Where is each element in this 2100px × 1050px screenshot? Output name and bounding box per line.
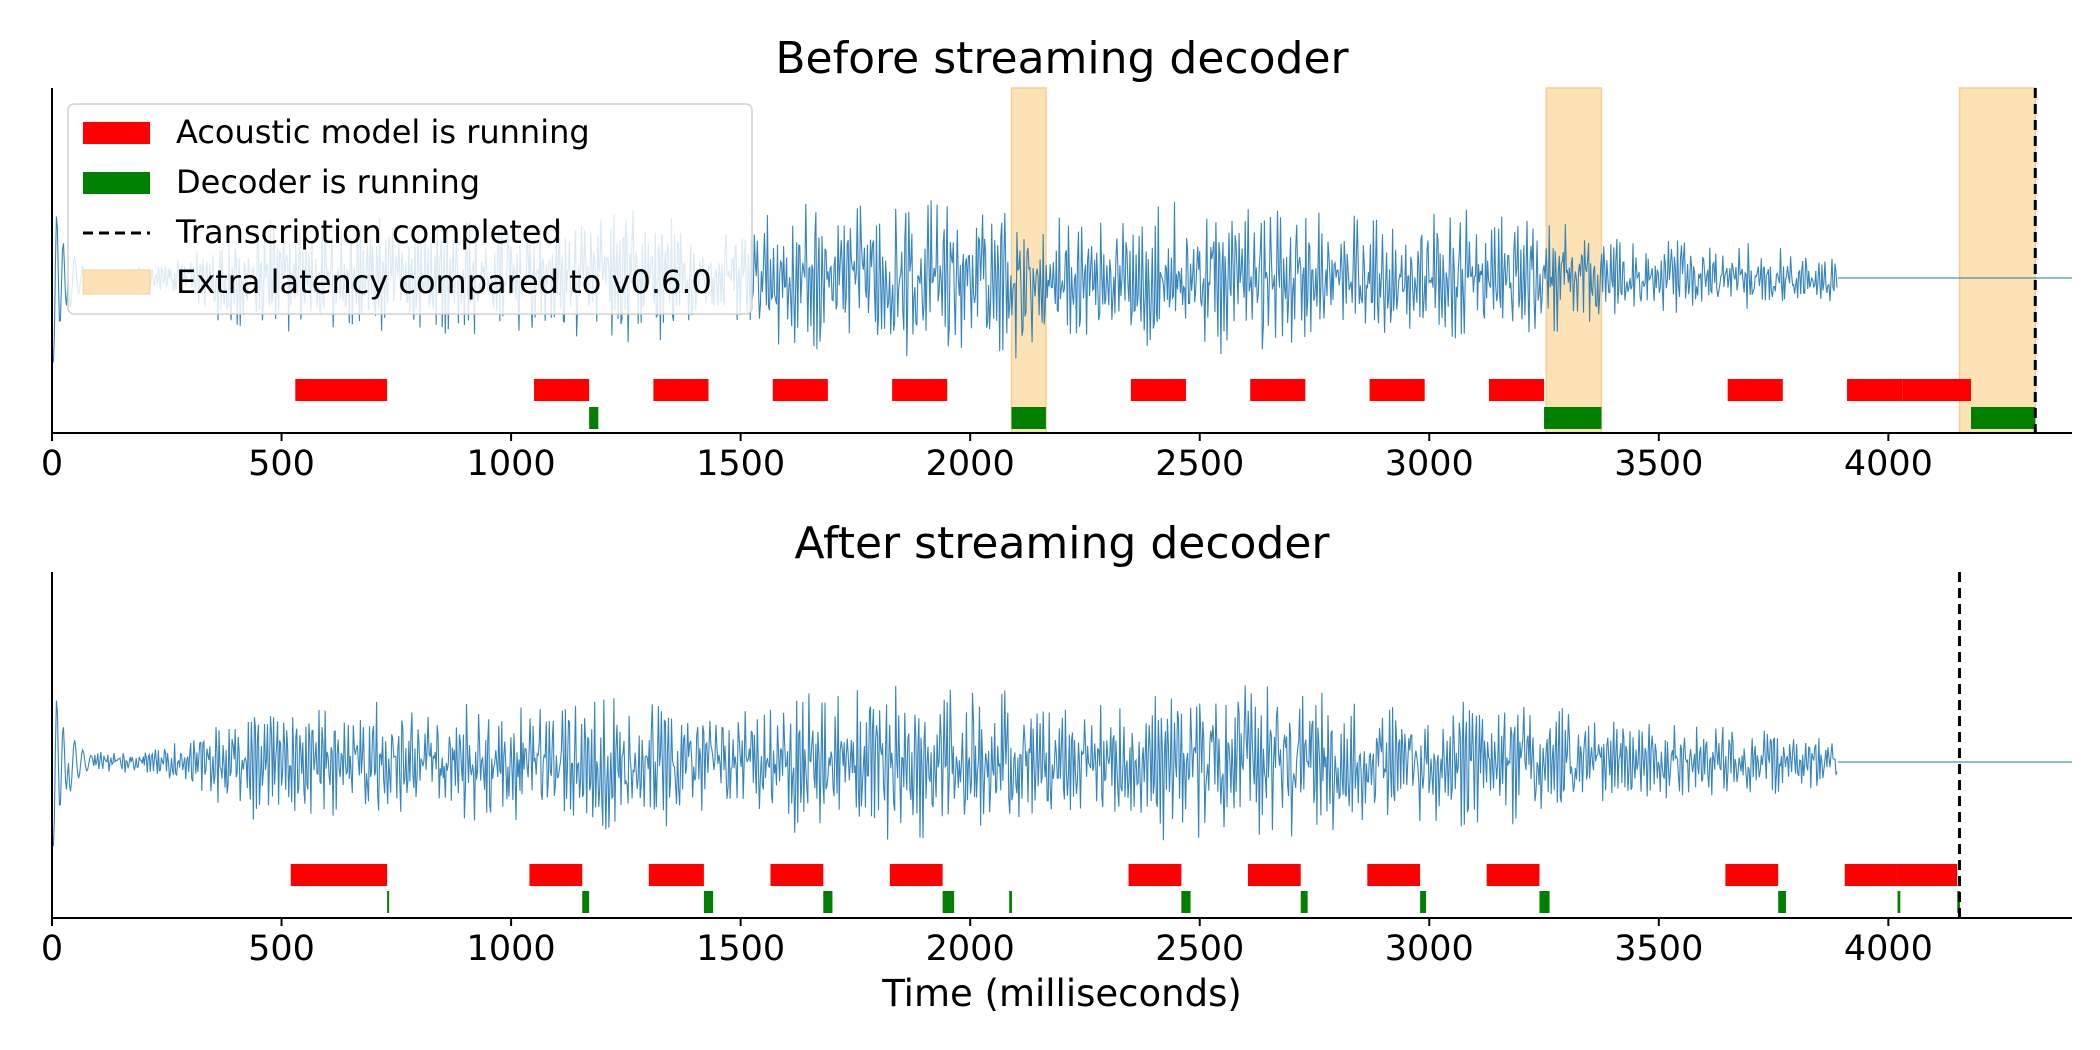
legend-label: Extra latency compared to v0.6.0 (176, 263, 712, 301)
acoustic-model-bar (892, 379, 948, 401)
acoustic-model-bar (1488, 379, 1545, 401)
acoustic-model-bar (1247, 864, 1301, 886)
decoder-bar (1897, 891, 1901, 913)
acoustic-model-bar (1847, 379, 1903, 401)
decoder-bar (1544, 407, 1602, 429)
acoustic-model-bar (1725, 864, 1779, 886)
acoustic-model-bar (1369, 379, 1425, 401)
acoustic-model-bar (889, 864, 943, 886)
legend-label: Decoder is running (176, 163, 480, 201)
x-tick-label: 0 (41, 444, 63, 484)
acoustic-model-bar (1367, 864, 1421, 886)
x-tick-label: 3500 (1614, 929, 1703, 969)
x-tick-label: 1000 (467, 444, 556, 484)
running-bars (295, 379, 2036, 429)
decoder-bar (1420, 891, 1427, 913)
waveform (52, 685, 2072, 847)
decoder-bar (589, 407, 599, 429)
legend-box (67, 103, 753, 315)
acoustic-model-bar (1486, 864, 1540, 886)
chart-title: Before streaming decoder (775, 33, 1349, 84)
extra-latency-span (1958, 87, 2037, 434)
x-tick-label: 1000 (467, 929, 556, 969)
x-tick-label: 1500 (696, 444, 785, 484)
x-ticks: 0 500 1000 1500 2000 2500 3000 3500 4000 (41, 433, 1933, 484)
acoustic-model-bar (534, 379, 590, 401)
decoder-bar (1539, 891, 1550, 913)
legend-label: Transcription completed (175, 213, 562, 251)
acoustic-model-bar (529, 864, 583, 886)
x-tick-label: 2500 (1155, 444, 1244, 484)
acoustic-model-bar (1128, 864, 1182, 886)
acoustic-model-bar (1844, 864, 1898, 886)
legend-swatch-acoustic (83, 122, 150, 144)
acoustic-model-bar (1250, 379, 1306, 401)
acoustic-model-bar (1897, 864, 1958, 886)
acoustic-model-bar (1902, 379, 1971, 401)
x-ticks: 0 500 1000 1500 2000 2500 3000 3500 4000 (41, 918, 1933, 969)
acoustic-model-bar (770, 864, 824, 886)
decoder-bar (823, 891, 833, 913)
x-tick-label: 3500 (1614, 444, 1703, 484)
acoustic-model-bar (648, 864, 704, 886)
acoustic-model-bar (653, 379, 709, 401)
acoustic-model-bar (772, 379, 828, 401)
decoder-bar (703, 891, 714, 913)
decoder-bar (942, 891, 955, 913)
legend-label: Acoustic model is running (176, 113, 590, 151)
legend-swatch-latency (82, 269, 151, 295)
panel-after: After streaming decoder 0 500 1000 1500 2000… (41, 518, 2072, 1015)
decoder-bar (387, 891, 390, 913)
x-tick-label: 4000 (1844, 444, 1933, 484)
decoder-bar (1011, 407, 1046, 429)
legend: Acoustic model is running Decoder is run… (67, 103, 753, 315)
x-tick-label: 3000 (1385, 444, 1474, 484)
acoustic-model-bar (1727, 379, 1783, 401)
x-tick-label: 1500 (696, 929, 785, 969)
decoder-bar (1300, 891, 1308, 913)
acoustic-model-bar (290, 864, 388, 886)
chart-title: After streaming decoder (794, 518, 1330, 569)
decoder-bar (1181, 891, 1191, 913)
panel-before: Before streaming decoder 0 500 1000 1500 200… (41, 33, 2072, 484)
x-tick-label: 500 (248, 444, 315, 484)
x-tick-label: 2000 (926, 929, 1015, 969)
waveform-trace (52, 685, 1838, 847)
legend-swatch-decoder (83, 172, 150, 194)
x-tick-label: 2500 (1155, 929, 1244, 969)
x-tick-label: 4000 (1844, 929, 1933, 969)
x-axis-label: Time (milliseconds) (881, 972, 1242, 1015)
acoustic-model-bar (295, 379, 388, 401)
decoder-bar (1778, 891, 1786, 913)
running-bars (290, 864, 1960, 913)
x-tick-label: 500 (248, 929, 315, 969)
x-tick-label: 3000 (1385, 929, 1474, 969)
decoder-bar (582, 891, 590, 913)
x-tick-label: 0 (41, 929, 63, 969)
x-tick-label: 2000 (926, 444, 1015, 484)
acoustic-model-bar (1130, 379, 1186, 401)
decoder-bar (1971, 407, 2036, 429)
decoder-bar (1009, 891, 1012, 913)
extra-latency-spans (1010, 87, 2037, 434)
